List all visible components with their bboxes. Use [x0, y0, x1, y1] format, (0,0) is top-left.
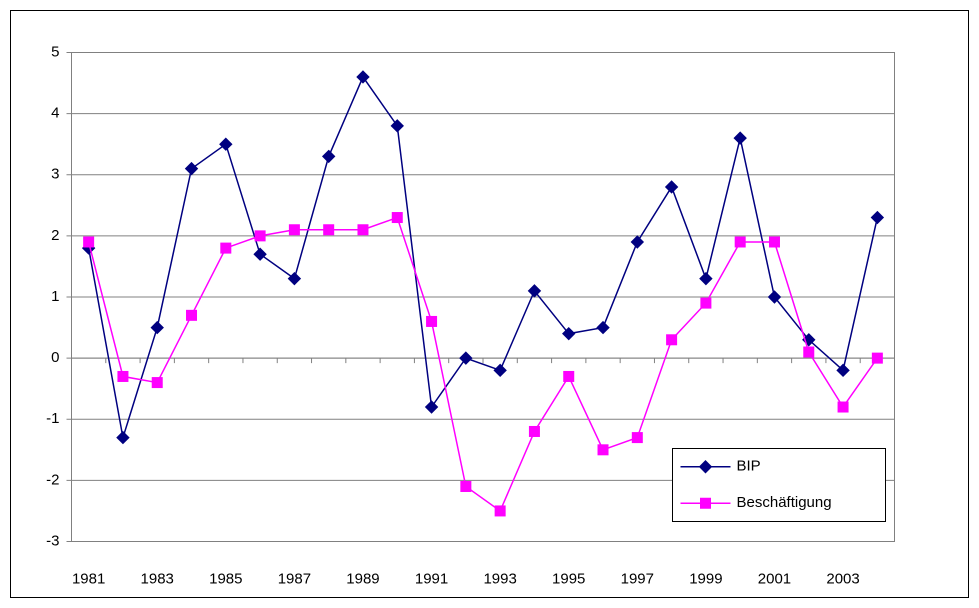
- marker: [356, 70, 370, 84]
- marker: [768, 236, 780, 248]
- marker: [664, 180, 679, 194]
- marker: [596, 320, 610, 335]
- x-tick-label: 2001: [758, 570, 791, 587]
- x-tick-label: 1983: [141, 570, 174, 587]
- marker: [494, 505, 506, 517]
- x-tick-label: 1995: [552, 570, 585, 587]
- x-tick-label: 1981: [72, 570, 105, 587]
- marker: [254, 230, 266, 242]
- marker: [184, 161, 199, 176]
- legend-label: Beschäftigung: [737, 494, 832, 511]
- marker: [733, 131, 747, 145]
- series-line: [87, 216, 878, 513]
- marker: [700, 297, 712, 309]
- marker: [837, 401, 849, 413]
- y-tick-label: 0: [51, 349, 59, 366]
- marker: [321, 149, 336, 164]
- marker: [700, 497, 711, 509]
- marker: [253, 247, 267, 261]
- y-tick-label: -2: [46, 471, 59, 488]
- y-tick-label: 3: [51, 166, 59, 183]
- marker: [528, 425, 540, 437]
- marker: [116, 430, 130, 445]
- legend-box: [672, 448, 886, 522]
- marker: [836, 363, 850, 378]
- marker: [288, 224, 300, 236]
- y-tick-label: 2: [51, 227, 59, 244]
- marker: [83, 236, 95, 248]
- marker: [562, 326, 576, 341]
- marker: [630, 235, 645, 249]
- marker: [424, 400, 439, 414]
- marker: [734, 236, 746, 248]
- marker: [219, 137, 233, 151]
- marker: [390, 119, 404, 133]
- marker: [698, 460, 713, 474]
- marker: [493, 363, 507, 378]
- x-tick-label: 1987: [278, 570, 311, 587]
- marker: [151, 377, 163, 389]
- y-tick-label: -1: [46, 410, 59, 427]
- x-tick-label: 1985: [209, 570, 242, 587]
- marker: [357, 224, 369, 236]
- marker: [870, 210, 885, 225]
- x-tick-label: 1997: [621, 570, 654, 587]
- marker: [767, 290, 782, 304]
- marker: [527, 284, 542, 298]
- y-tick-label: 5: [51, 43, 59, 60]
- y-tick-label: -3: [46, 532, 59, 549]
- x-tick-label: 2003: [826, 570, 859, 587]
- marker: [220, 242, 232, 254]
- x-tick-label: 1999: [689, 570, 722, 587]
- marker: [186, 309, 198, 321]
- marker: [391, 212, 403, 224]
- marker: [150, 320, 164, 335]
- legend: BIP Beschäftigung: [672, 448, 886, 522]
- marker: [287, 271, 302, 286]
- marker: [117, 370, 129, 382]
- y-tick-label: 1: [51, 288, 59, 305]
- marker: [426, 315, 438, 327]
- marker: [460, 480, 472, 492]
- x-tick-label: 1991: [415, 570, 448, 587]
- x-tick-label: 1989: [346, 570, 379, 587]
- marker: [459, 351, 473, 365]
- legend-label: BIP: [737, 458, 761, 475]
- x-tick-label: 1993: [483, 570, 516, 587]
- marker: [699, 271, 713, 286]
- series-line: [87, 75, 879, 438]
- marker: [666, 334, 678, 346]
- marker: [323, 224, 335, 236]
- marker: [631, 432, 643, 444]
- marker: [871, 352, 883, 364]
- y-tick-label: 4: [51, 105, 59, 122]
- marker: [597, 444, 609, 456]
- marker: [803, 346, 815, 358]
- marker: [563, 370, 575, 382]
